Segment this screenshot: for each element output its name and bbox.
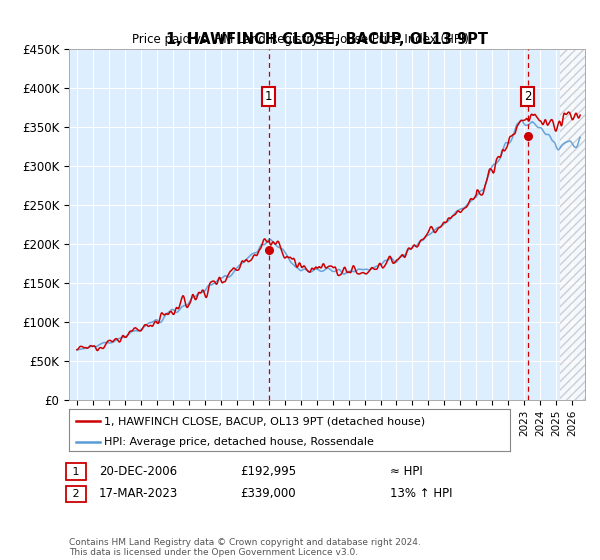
Text: ≈ HPI: ≈ HPI [390,465,423,478]
Text: HPI: Average price, detached house, Rossendale: HPI: Average price, detached house, Ross… [104,437,374,447]
Text: Price paid vs. HM Land Registry's House Price Index (HPI): Price paid vs. HM Land Registry's House … [131,33,469,46]
Text: £339,000: £339,000 [240,487,296,501]
Text: 1: 1 [69,466,83,477]
Text: 13% ↑ HPI: 13% ↑ HPI [390,487,452,501]
Text: Contains HM Land Registry data © Crown copyright and database right 2024.
This d: Contains HM Land Registry data © Crown c… [69,538,421,557]
Title: 1, HAWFINCH CLOSE, BACUP, OL13 9PT: 1, HAWFINCH CLOSE, BACUP, OL13 9PT [166,32,488,46]
Text: 2: 2 [69,489,83,499]
Text: 1, HAWFINCH CLOSE, BACUP, OL13 9PT (detached house): 1, HAWFINCH CLOSE, BACUP, OL13 9PT (deta… [104,417,425,426]
Text: 1: 1 [265,90,272,102]
Text: 2: 2 [524,90,532,102]
Text: £192,995: £192,995 [240,465,296,478]
Text: 17-MAR-2023: 17-MAR-2023 [99,487,178,501]
Text: 20-DEC-2006: 20-DEC-2006 [99,465,177,478]
